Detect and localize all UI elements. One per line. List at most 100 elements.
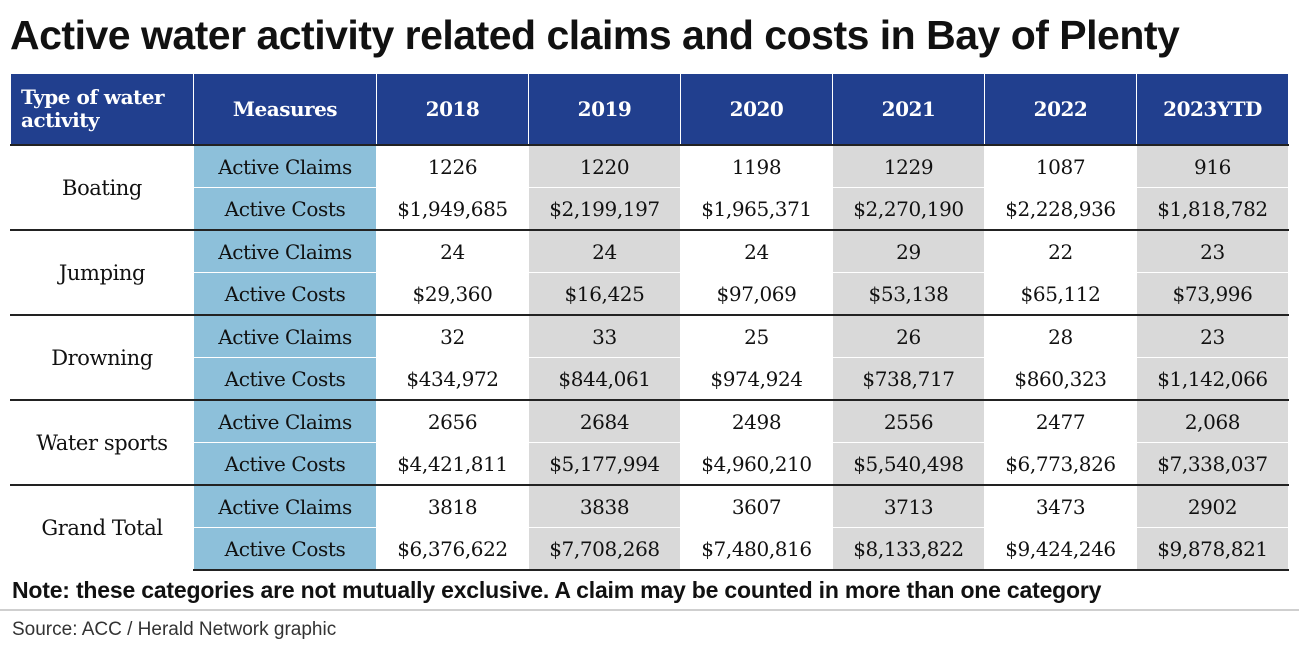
value-cell: $974,924 — [680, 357, 833, 401]
header-year: 2022 — [984, 73, 1137, 146]
header-type-of-activity: Type of water activity — [10, 73, 194, 146]
value-cell: 23 — [1136, 229, 1289, 273]
value-cell: $1,142,066 — [1136, 357, 1289, 401]
value-cell: 3713 — [832, 484, 985, 528]
value-cell: $844,061 — [528, 357, 681, 401]
header-measures: Measures — [193, 73, 377, 146]
value-cell: $73,996 — [1136, 272, 1289, 316]
table-row: Boating Active Claims 1226 1220 1198 1229 1087… — [10, 144, 1289, 231]
measure-label: Active Costs — [193, 527, 377, 571]
header-year: 2019 — [528, 73, 681, 146]
value-cell: $860,323 — [984, 357, 1137, 401]
measure-label: Active Claims — [193, 229, 377, 273]
activity-label: Jumping — [10, 229, 194, 316]
table-row: Active Costs $29,360 $16,425 $97,069 $53,138… — [11, 272, 1289, 316]
value-cell: 33 — [528, 314, 681, 358]
measure-label: Active Costs — [193, 272, 377, 316]
value-cell: 25 — [680, 314, 833, 358]
claims-table: Type of water activity Measures 2018 2019 20… — [10, 73, 1289, 571]
value-cell: $1,818,782 — [1136, 187, 1289, 231]
value-cell: $1,965,371 — [680, 187, 833, 231]
activity-label: Drowning — [10, 314, 194, 401]
value-cell: $53,138 — [832, 272, 985, 316]
table-row: Drowning Active Claims 32 33 25 26 28 23 — [10, 314, 1289, 401]
value-cell: $97,069 — [680, 272, 833, 316]
table-body: Boating Active Claims 1226 1220 1198 1229 1087… — [10, 144, 1289, 571]
value-cell: 1220 — [528, 144, 681, 188]
measure-label: Active Claims — [193, 314, 377, 358]
value-cell: $2,270,190 — [832, 187, 985, 231]
value-cell: 24 — [376, 229, 529, 273]
table-row: Jumping Active Claims 24 24 24 29 22 23 — [10, 229, 1289, 316]
activity-label: Water sports — [10, 399, 194, 486]
value-cell: $16,425 — [528, 272, 681, 316]
value-cell: $4,960,210 — [680, 442, 833, 486]
value-cell: 916 — [1136, 144, 1289, 188]
value-cell: 1087 — [984, 144, 1137, 188]
value-cell: $6,376,622 — [376, 527, 529, 571]
value-cell: 23 — [1136, 314, 1289, 358]
value-cell: 2902 — [1136, 484, 1289, 528]
header-year: 2021 — [832, 73, 985, 146]
value-cell: 1226 — [376, 144, 529, 188]
value-cell: 1198 — [680, 144, 833, 188]
value-cell: 2498 — [680, 399, 833, 443]
table-row: Active Costs $4,421,811 $5,177,994 $4,960,2… — [11, 442, 1289, 486]
value-cell: 29 — [832, 229, 985, 273]
page-title: Active water activity related claims and… — [10, 12, 1180, 58]
table-row: Active Costs $434,972 $844,061 $974,924 $738… — [11, 357, 1289, 401]
header-year: 2018 — [376, 73, 529, 146]
source-credit: Source: ACC / Herald Network graphic — [12, 619, 337, 640]
value-cell: $5,177,994 — [528, 442, 681, 486]
header-year: 2023YTD — [1136, 73, 1289, 146]
value-cell: 2556 — [832, 399, 985, 443]
value-cell: $7,338,037 — [1136, 442, 1289, 486]
value-cell: 24 — [680, 229, 833, 273]
value-cell: $434,972 — [376, 357, 529, 401]
activity-label: Grand Total — [10, 484, 194, 571]
value-cell: $7,480,816 — [680, 527, 833, 571]
value-cell: 2,068 — [1136, 399, 1289, 443]
value-cell: $9,424,246 — [984, 527, 1137, 571]
value-cell: 2684 — [528, 399, 681, 443]
value-cell: 32 — [376, 314, 529, 358]
value-cell: $4,421,811 — [376, 442, 529, 486]
measure-label: Active Costs — [193, 187, 377, 231]
value-cell: 28 — [984, 314, 1137, 358]
value-cell: 22 — [984, 229, 1137, 273]
value-cell: $7,708,268 — [528, 527, 681, 571]
value-cell: 24 — [528, 229, 681, 273]
footnote: Note: these categories are not mutually … — [12, 577, 1102, 603]
measure-label: Active Claims — [193, 399, 377, 443]
value-cell: 3607 — [680, 484, 833, 528]
value-cell: 3473 — [984, 484, 1137, 528]
value-cell: 3818 — [376, 484, 529, 528]
value-cell: $738,717 — [832, 357, 985, 401]
value-cell: $2,228,936 — [984, 187, 1137, 231]
measure-label: Active Costs — [193, 357, 377, 401]
header-year: 2020 — [680, 73, 833, 146]
table-row: Grand Total Active Claims 3818 3838 3607 3713… — [10, 484, 1289, 571]
value-cell: 2656 — [376, 399, 529, 443]
value-cell: $6,773,826 — [984, 442, 1137, 486]
measure-label: Active Costs — [193, 442, 377, 486]
value-cell: $29,360 — [376, 272, 529, 316]
measure-label: Active Claims — [193, 484, 377, 528]
value-cell: $1,949,685 — [376, 187, 529, 231]
value-cell: $2,199,197 — [528, 187, 681, 231]
value-cell: $5,540,498 — [832, 442, 985, 486]
value-cell: 26 — [832, 314, 985, 358]
value-cell: $65,112 — [984, 272, 1137, 316]
value-cell: $9,878,821 — [1136, 527, 1289, 571]
value-cell: $8,133,822 — [832, 527, 985, 571]
table-row: Active Costs $1,949,685 $2,199,197 $1,965,3… — [11, 187, 1289, 231]
activity-label: Boating — [10, 144, 194, 231]
table-row: Water sports Active Claims 2656 2684 2498 255… — [10, 399, 1289, 486]
measure-label: Active Claims — [193, 144, 377, 188]
header-row: Type of water activity Measures 2018 2019 20… — [10, 73, 1289, 146]
table-row: Active Costs $6,376,622 $7,708,268 $7,480,8… — [11, 527, 1289, 571]
value-cell: 1229 — [832, 144, 985, 188]
value-cell: 3838 — [528, 484, 681, 528]
divider — [0, 609, 1299, 611]
value-cell: 2477 — [984, 399, 1137, 443]
